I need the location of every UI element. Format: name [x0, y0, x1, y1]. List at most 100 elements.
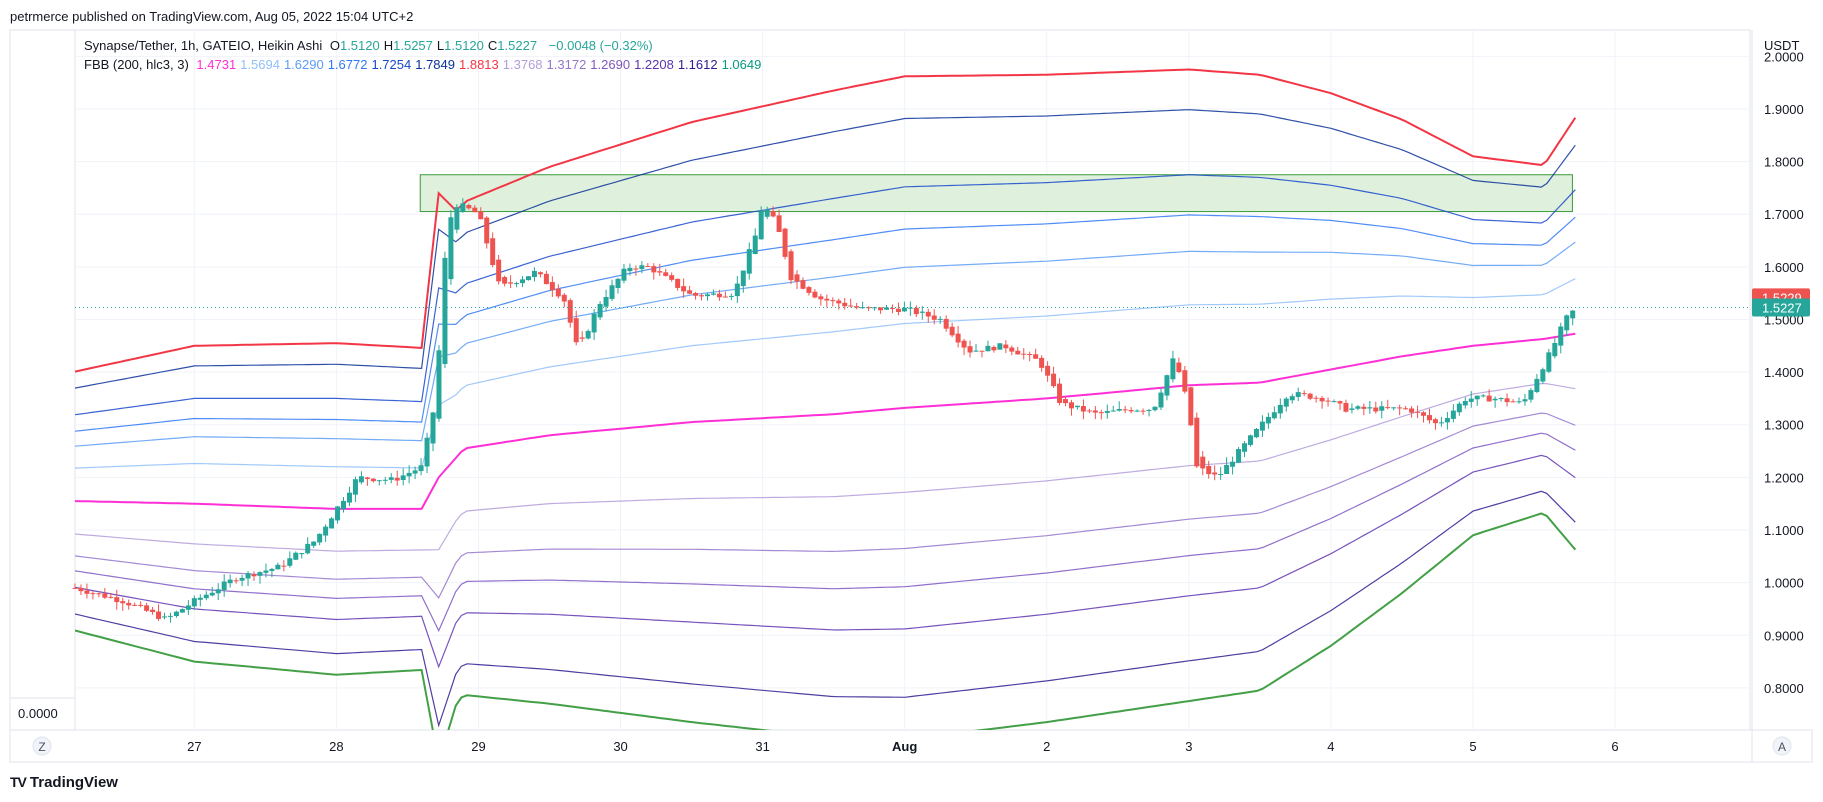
candle-body	[490, 238, 496, 266]
y-tick-label: 1.9000	[1764, 102, 1804, 117]
candle-body	[1158, 392, 1164, 408]
candle-body	[72, 587, 78, 589]
y-tick-label: 1.8000	[1764, 155, 1804, 170]
candle-body	[388, 477, 394, 480]
candle-body	[1033, 354, 1039, 359]
candle-body	[1307, 393, 1313, 399]
candle-body	[1319, 397, 1325, 402]
candle-body	[525, 276, 531, 281]
candle-body	[1468, 398, 1474, 402]
candle-body	[1421, 412, 1427, 416]
candle-body	[872, 307, 878, 309]
y-tick-label: 1.0000	[1764, 576, 1804, 591]
candle-body	[1450, 410, 1456, 419]
candle-body	[305, 543, 311, 554]
indicator-value: 1.6772	[327, 57, 368, 72]
candle-body	[162, 616, 168, 618]
candle-body	[1385, 407, 1391, 409]
candle-body	[925, 311, 931, 317]
ohlc-value: 1.5120	[444, 38, 484, 53]
candle-body	[1438, 422, 1444, 424]
candle-body	[1492, 398, 1498, 401]
candle-body	[418, 465, 424, 472]
candle-body	[251, 574, 257, 577]
candle-body	[394, 477, 400, 481]
publisher-text: petrmerce published on TradingView.com, …	[10, 9, 414, 24]
band-line	[75, 174, 1576, 416]
candle-body	[335, 506, 341, 521]
candle-body	[1343, 402, 1349, 412]
candle-body	[138, 604, 144, 606]
x-tick-label: 30	[613, 739, 627, 754]
x-tick-label: 28	[329, 739, 343, 754]
legend-indicator: FBB (200, hlc3, 3)	[84, 57, 189, 72]
candle-body	[311, 541, 317, 546]
candle-body	[1498, 398, 1504, 400]
candle-body	[669, 275, 675, 280]
candle-body	[370, 478, 376, 482]
candle-body	[1558, 326, 1564, 346]
auto-scale-button[interactable]	[1772, 736, 1792, 756]
candle-body	[1409, 408, 1415, 413]
candle-body	[1474, 395, 1480, 400]
zoom-button[interactable]	[32, 736, 52, 756]
ohlc-value: 1.5120	[339, 38, 380, 53]
candle-body	[1355, 406, 1361, 409]
candle-body	[1045, 365, 1051, 376]
candle-body	[537, 272, 543, 275]
candle-body	[567, 300, 573, 323]
candle-body	[1379, 406, 1385, 411]
candle-body	[943, 318, 949, 329]
candle-body	[203, 594, 209, 599]
candle-body	[90, 593, 96, 595]
candle-body	[406, 472, 412, 477]
candle-body	[114, 597, 120, 603]
candle-body	[352, 479, 358, 495]
bands-clipped	[75, 68, 1577, 730]
time-axis-frame	[9, 729, 1813, 763]
candle-body	[1068, 402, 1074, 409]
band-line	[75, 490, 1576, 728]
candle-body	[239, 577, 245, 581]
candle-body	[1426, 415, 1432, 421]
band-line	[75, 382, 1576, 552]
candle-body	[1039, 357, 1045, 368]
ohlc-label: L	[436, 38, 445, 53]
candle-body	[191, 598, 197, 607]
candle-body	[1432, 419, 1438, 424]
band-line	[75, 332, 1576, 510]
candles	[72, 198, 1576, 623]
candle-body	[1194, 417, 1200, 467]
candle-body	[221, 581, 227, 591]
ohlc-label: C	[487, 38, 498, 53]
candle-body	[961, 340, 967, 348]
candle-body	[478, 211, 484, 220]
candle-body	[1021, 353, 1027, 355]
candle-body	[1188, 387, 1194, 426]
candle-body	[794, 274, 800, 282]
candle-body	[514, 283, 520, 285]
candle-body	[323, 526, 329, 536]
axes: 2.00001.90001.80001.70001.60001.50001.40…	[18, 38, 1810, 756]
candle-body	[167, 615, 173, 617]
candle-body	[997, 343, 1003, 350]
candle-body	[1331, 401, 1337, 403]
candle-body	[919, 311, 925, 313]
candle-body	[555, 288, 561, 297]
x-tick-label: 29	[471, 739, 485, 754]
candle-body	[1462, 401, 1468, 406]
band-line	[75, 68, 1577, 373]
candle-body	[1516, 401, 1522, 403]
candle-body	[573, 318, 579, 343]
candle-body	[1200, 456, 1206, 469]
candle-body	[1540, 369, 1546, 382]
candle-body	[991, 346, 997, 351]
band-line	[75, 109, 1576, 389]
candle-body	[776, 215, 782, 233]
y-tick-label: 1.4000	[1764, 365, 1804, 380]
candle-body	[1009, 347, 1015, 352]
band-line	[75, 278, 1576, 469]
candle-body	[979, 350, 985, 352]
candle-body	[1074, 405, 1080, 408]
